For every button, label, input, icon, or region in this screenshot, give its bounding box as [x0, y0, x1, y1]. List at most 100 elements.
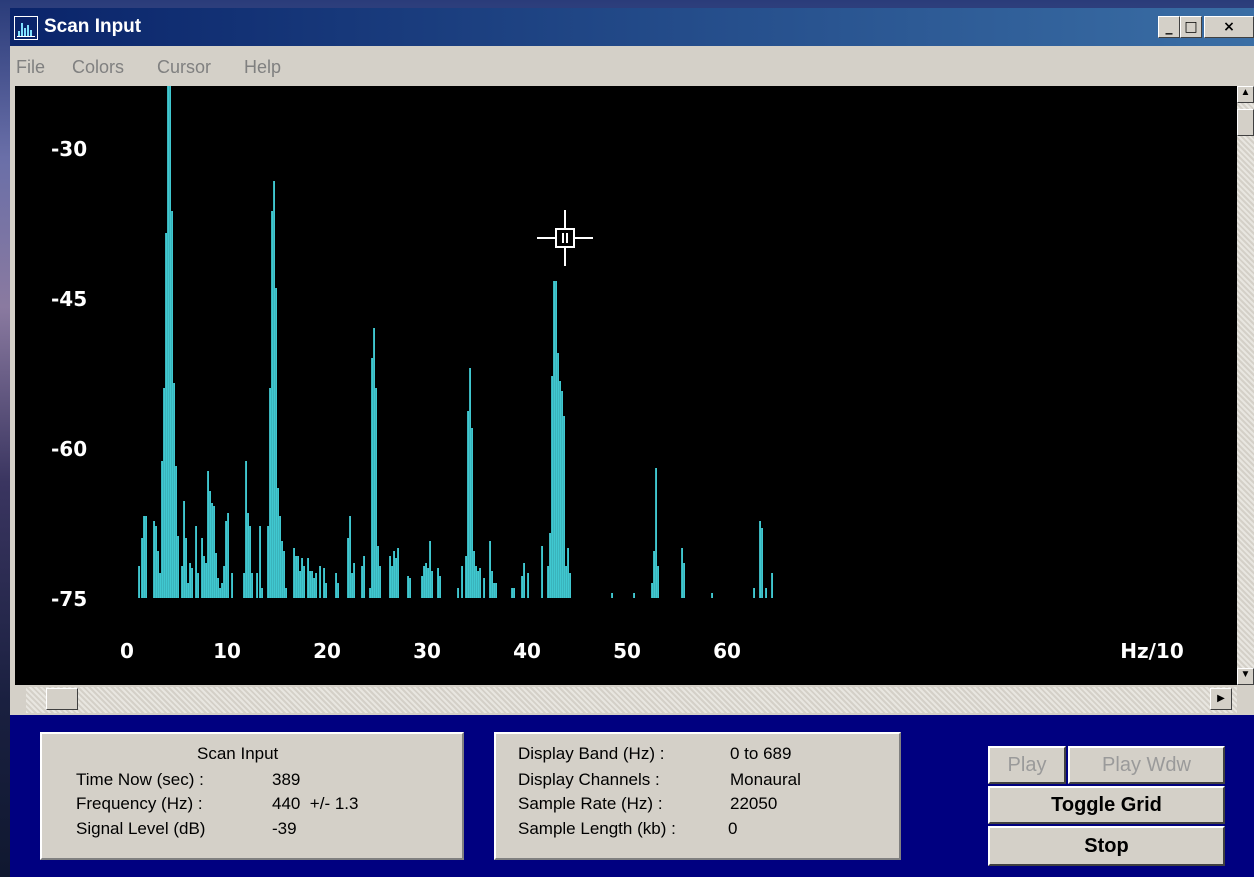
spectrum-bar — [323, 568, 325, 598]
spectrum-bar — [295, 556, 297, 598]
spectrum-bar — [551, 376, 553, 598]
spectrum-bar — [491, 571, 493, 598]
spectrum-bar — [469, 368, 471, 598]
sample-rate-label: Sample Rate (Hz) : — [518, 794, 663, 813]
spectrum-bar — [181, 566, 183, 598]
spectrum-bar — [275, 288, 277, 598]
spectrum-bar — [349, 516, 351, 598]
play-window-button[interactable]: Play Wdw — [1068, 746, 1225, 784]
spectrum-bar — [167, 86, 169, 598]
spectrum-bar — [711, 593, 713, 598]
menu-help[interactable]: Help — [244, 57, 282, 77]
spectrum-bar — [375, 388, 377, 598]
spectrum-bar — [279, 516, 281, 598]
menu-colors[interactable]: Colors — [72, 57, 125, 77]
spectrum-bar — [309, 571, 311, 598]
title-bar[interactable]: Scan Input _ □ × — [10, 8, 1254, 46]
window-title: Scan Input — [44, 16, 142, 37]
spectrum-bar — [225, 521, 227, 598]
horizontal-scroll-thumb[interactable] — [46, 688, 78, 710]
spectrum-bar — [259, 526, 261, 598]
menu-cursor[interactable]: Cursor — [157, 57, 212, 77]
scroll-down-arrow-icon[interactable]: ▼ — [1237, 668, 1254, 685]
minimize-button[interactable]: _ — [1158, 16, 1180, 38]
x-tick-label: 30 — [413, 639, 441, 663]
status-area: Scan Input Time Now (sec) : 389 Frequenc… — [10, 715, 1254, 877]
spectrum-bar — [351, 573, 353, 598]
spectrum-bar — [653, 551, 655, 598]
spectrum-bar — [395, 558, 397, 598]
spectrum-bar — [657, 566, 659, 598]
spectrum-bar — [651, 583, 653, 598]
spectrum-bar — [189, 563, 191, 598]
spectrum-bar — [299, 571, 301, 598]
maximize-button[interactable]: □ — [1180, 16, 1202, 38]
spectrum-bar — [141, 538, 143, 598]
spectrum-bar — [363, 556, 365, 598]
spectrum-bar — [655, 468, 657, 598]
spectrum-bar — [277, 488, 279, 598]
spectrum-bar — [361, 566, 363, 598]
scroll-up-arrow-icon[interactable]: ▲ — [1237, 86, 1254, 103]
spectrum-bar — [215, 553, 217, 598]
x-tick-label: 0 — [120, 639, 134, 663]
spectrum-bar — [427, 568, 429, 598]
spectrum-bar — [513, 588, 515, 598]
toggle-grid-button[interactable]: Toggle Grid — [988, 786, 1225, 824]
app-icon — [14, 16, 38, 40]
x-tick-label: 50 — [613, 639, 641, 663]
vertical-scroll-thumb[interactable] — [1237, 109, 1254, 136]
spectrum-bar — [223, 566, 225, 598]
spectrum-bar — [231, 573, 233, 598]
spectrum-bar — [489, 541, 491, 598]
horizontal-scrollbar[interactable] — [26, 687, 1237, 713]
spectrum-bar — [249, 526, 251, 598]
spectrum-bar — [465, 556, 467, 598]
spectrum-bar — [173, 383, 175, 598]
spectrum-bar — [439, 576, 441, 598]
spectrum-bar — [369, 588, 371, 598]
spectrum-bar — [347, 538, 349, 598]
menu-file[interactable]: File — [16, 57, 46, 77]
spectrum-bar — [541, 546, 543, 598]
spectrum-bar — [523, 563, 525, 598]
spectrum-bar — [271, 211, 273, 598]
spectrum-bar — [209, 491, 211, 598]
spectrum-bar — [335, 573, 337, 598]
close-button[interactable]: × — [1204, 16, 1254, 38]
spectrum-bar — [431, 571, 433, 598]
spectrum-bar — [319, 566, 321, 598]
spectrum-bar — [511, 588, 513, 598]
spectrum-bar — [397, 548, 399, 598]
spectrum-bar — [771, 573, 773, 598]
spectrum-bar — [425, 563, 427, 598]
vertical-scrollbar[interactable]: ▲ ▼ — [1237, 86, 1254, 685]
menu-bar: File Colors Cursor Help — [10, 50, 1254, 86]
time-now-value: 389 — [272, 770, 301, 789]
spectrum-bar — [157, 551, 159, 598]
spectrum-bar — [495, 583, 497, 598]
close-icon: × — [1223, 19, 1235, 35]
spectrum-bar — [493, 583, 495, 598]
spectrum-bar — [761, 528, 763, 598]
spectrum-bar — [145, 516, 147, 598]
spectrum-bar — [183, 501, 185, 598]
scroll-right-arrow-icon[interactable]: ▶ — [1210, 688, 1232, 710]
spectrum-bar — [307, 558, 309, 598]
spectrum-bar — [765, 588, 767, 598]
spectrum-bar — [753, 588, 755, 598]
spectrum-bar — [611, 593, 613, 598]
spectrum-bar — [213, 506, 215, 598]
maximize-icon: □ — [1184, 19, 1198, 35]
spectrum-bar — [187, 583, 189, 598]
spectrum-bar — [457, 588, 459, 598]
spectrum-bar — [281, 541, 283, 598]
spectrum-bar — [175, 466, 177, 598]
stop-button[interactable]: Stop — [988, 826, 1225, 866]
spectrum-bar — [479, 568, 481, 598]
play-button[interactable]: Play — [988, 746, 1066, 784]
frequency-cursor-icon[interactable] — [537, 210, 593, 266]
spectrum-bar — [293, 548, 295, 598]
time-now-label: Time Now (sec) : — [76, 770, 204, 789]
